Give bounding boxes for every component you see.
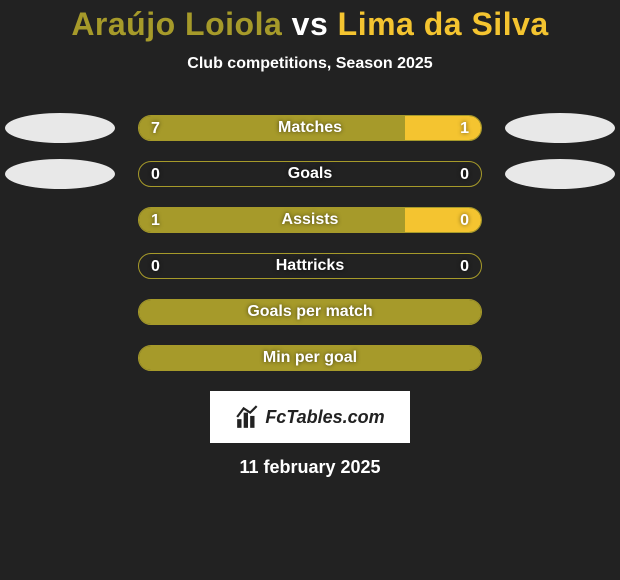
stat-row: Min per goal [0, 345, 620, 373]
vs-text: vs [282, 6, 337, 42]
comparison-title: Araújo Loiola vs Lima da Silva [0, 0, 620, 43]
bar-left-fill [139, 300, 482, 324]
bar-left-value: 7 [145, 116, 166, 141]
player2-name: Lima da Silva [338, 6, 549, 42]
bar-left-value: 0 [145, 254, 166, 279]
bar-track [138, 345, 482, 371]
stat-row: Goals per match [0, 299, 620, 327]
subtitle: Club competitions, Season 2025 [0, 55, 620, 73]
bar-track: 00 [138, 161, 482, 187]
bar-track [138, 299, 482, 325]
bar-right-value: 0 [454, 254, 475, 279]
bar-left-value: 1 [145, 208, 166, 233]
stat-row: 10Assists [0, 207, 620, 235]
bar-track: 10 [138, 207, 482, 233]
bar-left-value: 0 [145, 162, 166, 187]
bar-left-fill [139, 116, 407, 140]
bar-left-fill [139, 208, 407, 232]
stat-row: 00Hattricks [0, 253, 620, 281]
stats-area: 71Matches00Goals10Assists00HattricksGoal… [0, 115, 620, 373]
bar-track: 71 [138, 115, 482, 141]
bars-icon [235, 404, 261, 430]
bar-right-value: 1 [454, 116, 475, 141]
bar-right-value: 0 [454, 162, 475, 187]
player-oval-right [505, 113, 615, 143]
player-oval-left [5, 159, 115, 189]
fctables-logo: FcTables.com [210, 391, 410, 443]
bar-track: 00 [138, 253, 482, 279]
bar-left-fill [139, 346, 482, 370]
bar-right-value: 0 [454, 208, 475, 233]
player-oval-left [5, 113, 115, 143]
player-oval-right [505, 159, 615, 189]
player1-name: Araújo Loiola [71, 6, 282, 42]
date-text: 11 february 2025 [0, 457, 620, 478]
logo-text: FcTables.com [265, 407, 384, 428]
